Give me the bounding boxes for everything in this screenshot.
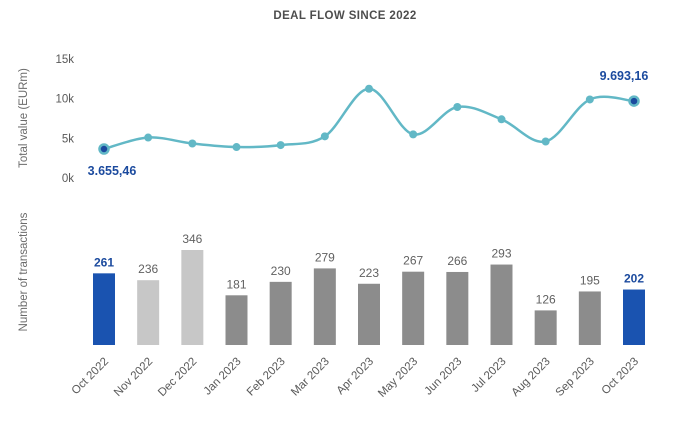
line-point-marker — [585, 95, 594, 104]
line-endpoint-marker — [628, 95, 640, 107]
y-tick-label: 0k — [62, 173, 74, 185]
x-axis-label: Jul 2023 — [469, 356, 508, 395]
bar — [225, 295, 248, 345]
line-point-marker — [188, 139, 197, 148]
bar — [534, 310, 557, 345]
line-point-marker — [409, 130, 418, 139]
line-endpoint-marker — [98, 143, 110, 155]
x-axis-label: Aug 2023 — [509, 356, 552, 399]
last-point-label: 9.693,16 — [600, 69, 649, 83]
x-axis-label: Nov 2022 — [112, 356, 155, 399]
x-axis-label: Oct 2022 — [70, 356, 111, 397]
bar-value-label: 126 — [536, 292, 556, 306]
bar-value-label: 346 — [182, 232, 202, 246]
bar-value-label: 181 — [226, 277, 246, 291]
x-axis-label: May 2023 — [376, 356, 420, 400]
x-axis-label: Apr 2023 — [335, 356, 376, 397]
x-axis-label: Mar 2023 — [289, 356, 332, 399]
bar — [402, 271, 425, 345]
x-axis-label: Dec 2022 — [156, 356, 199, 399]
y-tick-label: 15k — [55, 54, 74, 66]
bar — [137, 280, 160, 345]
y-tick-label: 5k — [62, 133, 74, 145]
bar — [358, 283, 380, 345]
line-point-marker — [453, 102, 462, 111]
bar — [578, 291, 601, 345]
bar-value-label: 223 — [359, 266, 379, 280]
line-series — [102, 87, 636, 151]
x-axis-label: Sep 2023 — [554, 356, 597, 399]
line-point-marker — [144, 133, 153, 142]
bar — [269, 281, 292, 345]
line-point-marker — [276, 141, 285, 150]
bar — [181, 250, 204, 345]
bar — [446, 271, 469, 345]
bar-value-label: 230 — [271, 264, 291, 278]
bar-value-label: 202 — [624, 272, 644, 286]
line-point-marker — [365, 84, 373, 93]
line-point-marker — [541, 137, 550, 146]
bar — [623, 289, 645, 345]
bar-value-label: 267 — [403, 254, 423, 268]
bar — [490, 264, 513, 345]
y-tick-label: 10k — [55, 94, 74, 106]
chart-title: DEAL FLOW SINCE 2022 — [273, 10, 417, 22]
bar-value-label: 279 — [315, 250, 335, 264]
first-point-label: 3.655,46 — [88, 164, 137, 178]
bar-value-label: 195 — [580, 273, 600, 287]
bar-value-label: 236 — [138, 262, 158, 276]
bar-value-label: 261 — [94, 255, 114, 269]
x-axis-label: Jan 2023 — [202, 356, 244, 398]
bar — [313, 268, 336, 345]
bar-value-label: 293 — [491, 247, 511, 261]
line-point-marker — [497, 115, 506, 124]
line-point-marker — [320, 132, 329, 141]
line-point-marker — [232, 143, 241, 152]
x-axis-label: Jun 2023 — [423, 356, 465, 398]
bar-value-label: 266 — [447, 254, 467, 268]
bar — [93, 273, 115, 345]
x-axis-label: Oct 2023 — [600, 356, 641, 397]
x-axis-label: Feb 2023 — [245, 356, 288, 399]
